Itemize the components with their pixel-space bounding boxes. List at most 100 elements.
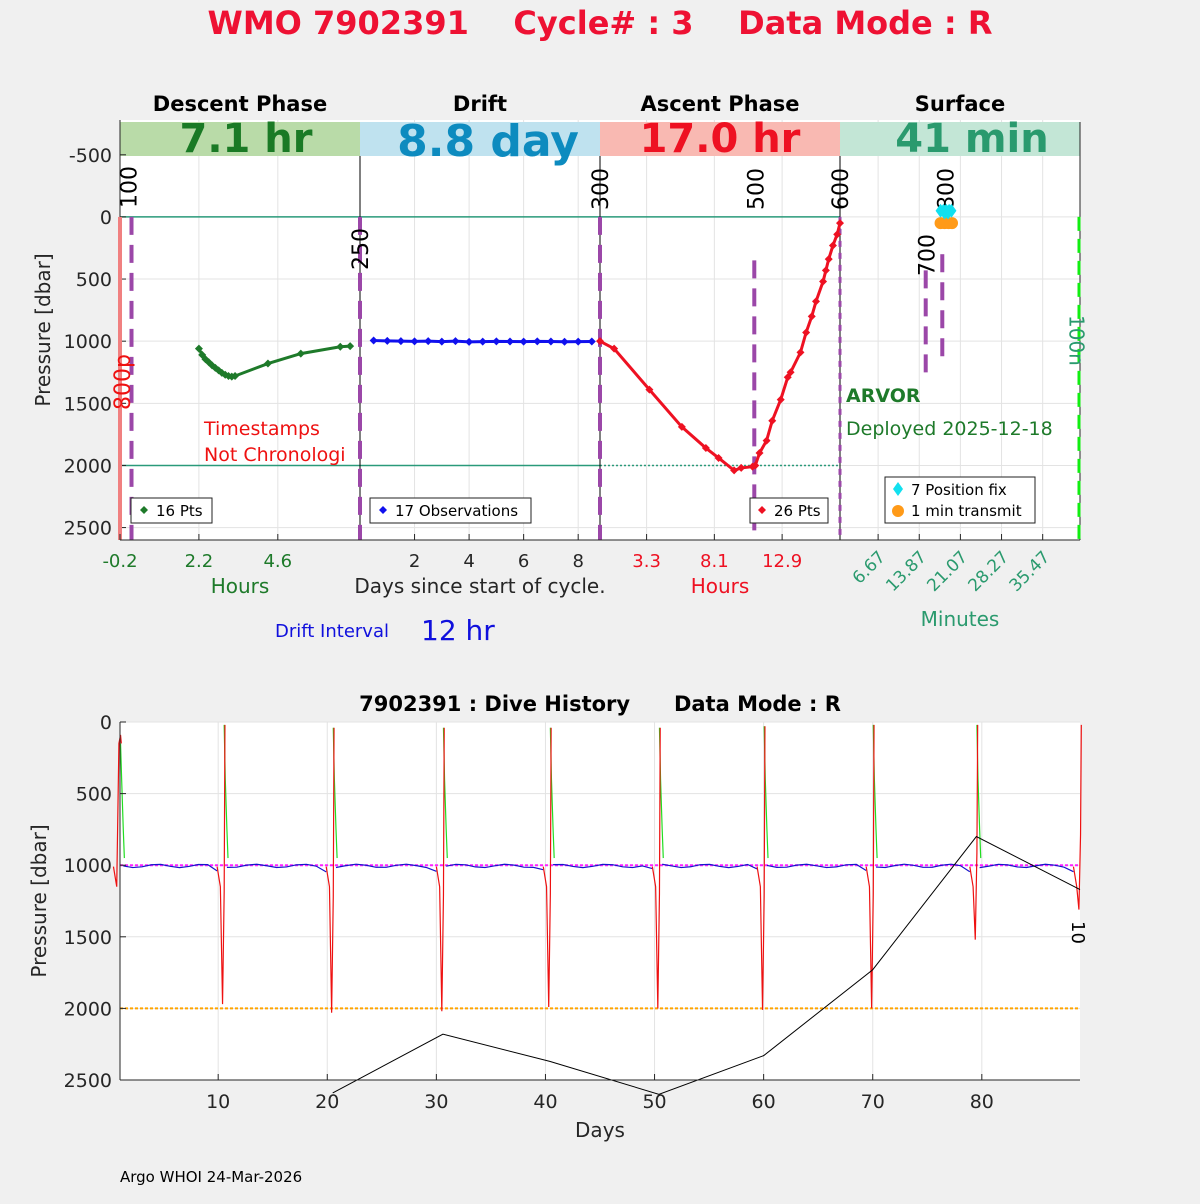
phase-title-surface: Surface — [915, 92, 1005, 116]
y-tick-label: 1000 — [64, 331, 112, 353]
ascent-point — [812, 297, 820, 306]
drift-point — [369, 336, 378, 345]
drift-point — [519, 337, 528, 346]
annotation-not-chronological: Not Chronologi — [204, 444, 346, 466]
drift-point — [478, 337, 487, 346]
profile-number-label: 800p — [111, 354, 136, 410]
drift-segment — [226, 863, 327, 873]
phase-title-descent: Descent Phase — [153, 92, 327, 116]
profile-number-label: 800 — [934, 168, 959, 210]
top-y-axis-label: Pressure [dbar] — [31, 253, 55, 406]
y-tick-label: 2500 — [64, 518, 112, 540]
ascent-point — [596, 337, 604, 346]
drift-point — [451, 337, 460, 346]
y-tick-label: 2000 — [64, 998, 112, 1020]
drift-segment — [446, 863, 544, 871]
annotation-timestamps: Timestamps — [203, 418, 320, 440]
drift-segment — [335, 863, 437, 872]
phase-title-drift: Drift — [453, 92, 507, 116]
ascent-point — [610, 344, 619, 353]
drift-segment — [123, 863, 218, 872]
ascent-segment — [325, 727, 335, 1013]
banner-ascent-duration: 17.0 hr — [640, 116, 801, 162]
y-tick-label: -500 — [69, 145, 112, 167]
x-tick-label: 8.1 — [700, 551, 729, 572]
descent-point — [194, 344, 203, 353]
legend-ascent-text: 26 Pts — [774, 502, 821, 520]
drift-point — [437, 337, 446, 346]
x-tick-label: 35.47 — [1006, 547, 1055, 596]
x-tick-label: 2 — [409, 551, 420, 572]
ascent-point — [762, 436, 771, 445]
legend-transmit-marker — [892, 505, 904, 517]
drift-point — [546, 337, 555, 346]
ascent-point — [776, 395, 785, 404]
ascent-point — [645, 385, 654, 394]
profile-number-label: 300 — [589, 168, 614, 210]
ascent-point — [714, 453, 723, 462]
legend-position-fix-text: 7 Position fix — [911, 481, 1007, 499]
x-tick-label: 13.87 — [882, 547, 931, 596]
legend-descent-marker — [140, 506, 148, 514]
y-tick-label: 1000 — [64, 855, 112, 877]
banner-bg-surface — [840, 122, 1080, 156]
drift-point — [506, 337, 514, 346]
legend-ascent-marker — [758, 506, 766, 514]
legend-drift-text: 17 Observations — [395, 502, 518, 520]
legend-transmit-text: 1 min transmit — [911, 502, 1022, 520]
ascent-point — [833, 230, 842, 239]
x-tick-label: 12.9 — [762, 551, 802, 572]
banner-bg-ascent — [600, 122, 840, 156]
x-tick-label: 4 — [463, 551, 474, 572]
surface-series — [934, 203, 958, 230]
x-tick-label: 3.3 — [632, 551, 661, 572]
legend-ascent: 26 Pts — [749, 497, 829, 524]
ascent-segment — [435, 727, 445, 1012]
descent-point — [336, 342, 345, 351]
ascent-point — [807, 312, 816, 321]
bottom-y-axis-label: Pressure [dbar] — [27, 824, 51, 977]
profile-number-label: 100n — [1064, 315, 1088, 366]
profile-number-label: 250 — [349, 228, 374, 270]
position-fix-point — [943, 205, 953, 220]
y-tick-label: 1500 — [64, 927, 112, 949]
ascent-segment — [216, 724, 226, 1005]
descent-segment — [119, 743, 125, 859]
drift-point — [574, 337, 583, 346]
descent-point — [263, 359, 272, 368]
ascent-point — [737, 463, 746, 472]
descent-x-label: Hours — [211, 574, 270, 598]
track-line — [332, 835, 1081, 1095]
x-tick-label: 70 — [861, 1091, 885, 1113]
drift-point — [465, 337, 474, 346]
legend-drift-marker — [379, 506, 387, 514]
deployed-date-label: Deployed 2025-12-18 — [846, 418, 1053, 440]
transmit-point — [946, 217, 958, 230]
ascent-series — [596, 219, 844, 475]
ascent-point — [677, 422, 686, 431]
ascent-segment — [969, 724, 979, 940]
y-tick-label: 500 — [76, 269, 112, 291]
drift-point — [560, 337, 569, 346]
y-tick-label: 500 — [76, 784, 112, 806]
descent-start-marker — [118, 216, 122, 540]
surface-x-label: Minutes — [921, 607, 1000, 631]
phase-headers: Descent Phase Drift Ascent Phase Surface… — [120, 92, 1080, 167]
ascent-segment — [1072, 724, 1082, 910]
x-tick-label: 21.07 — [923, 547, 972, 596]
banner-descent-duration: 7.1 hr — [180, 116, 313, 162]
x-tick-label: 30 — [424, 1091, 448, 1113]
ascent-point — [768, 416, 777, 425]
x-tick-label: 10 — [206, 1091, 230, 1113]
ascent-point — [755, 449, 764, 458]
descent-point — [296, 349, 305, 358]
ascent-segment — [865, 724, 875, 1009]
profile-number-label: 700 — [916, 234, 941, 276]
drift-point — [492, 337, 501, 346]
banner-drift-duration: 8.8 day — [397, 116, 579, 167]
ascent-point — [828, 241, 837, 250]
banner-surface-duration: 41 min — [895, 116, 1048, 162]
x-tick-label: 6 — [518, 551, 529, 572]
profile-number-label: 100 — [118, 166, 143, 208]
